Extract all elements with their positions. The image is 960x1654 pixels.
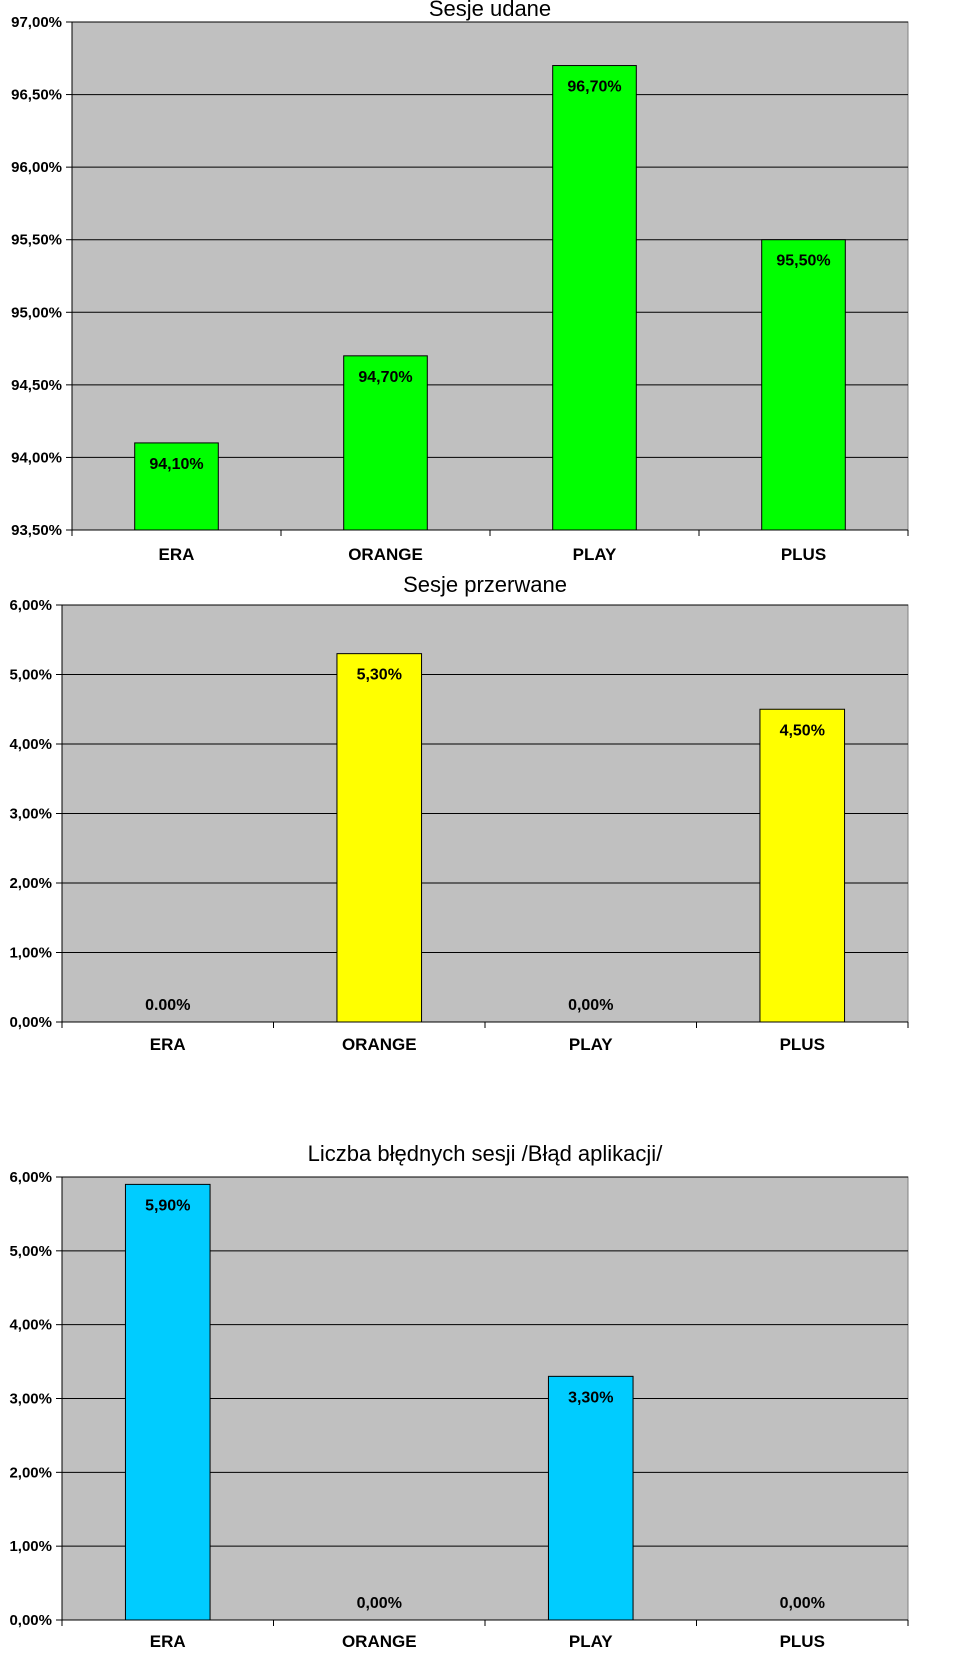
x-tick-label-play: PLAY: [573, 545, 617, 560]
data-label-orange: 0,00%: [357, 1595, 402, 1612]
x-tick-label-orange: ORANGE: [348, 545, 423, 560]
x-tick-label-orange: ORANGE: [342, 1035, 417, 1054]
y-tick-label: 95,50%: [11, 232, 62, 249]
chart-title: Liczba błędnych sesji /Błąd aplikacji/: [308, 1141, 664, 1166]
bar-era: [134, 442, 219, 531]
data-label-orange: 5,30%: [357, 667, 402, 684]
x-tick-label-plus: PLUS: [780, 1632, 825, 1651]
y-tick-label: 6,00%: [9, 1169, 52, 1186]
x-tick-label-era: ERA: [159, 545, 195, 560]
x-tick-label-era: ERA: [150, 1035, 186, 1054]
bar-play: [552, 65, 637, 531]
y-tick-label: 2,00%: [9, 875, 52, 892]
data-label-plus: 0,00%: [780, 1595, 825, 1612]
x-tick-label-play: PLAY: [569, 1035, 613, 1054]
y-tick-label: 4,00%: [9, 736, 52, 753]
y-tick-label: 95,00%: [11, 304, 62, 321]
data-label-play: 3,30%: [568, 1389, 613, 1406]
chart-title: Sesje przerwane: [403, 572, 567, 597]
y-tick-label: 1,00%: [9, 945, 52, 962]
chart-1: 93,50% 94,00% 94,50% 95,00% 95,50% 96,00% 96,5…: [11, 0, 909, 560]
data-label-plus: 95,50%: [776, 253, 830, 270]
y-tick-label: 93,50%: [11, 522, 62, 539]
y-tick-label: 1,00%: [9, 1538, 52, 1555]
y-tick-label: 6,00%: [9, 597, 52, 614]
chart-title: Sesje udane: [429, 0, 551, 21]
y-tick-label: 3,00%: [9, 1391, 52, 1408]
y-tick-label: 3,00%: [9, 806, 52, 823]
data-label-orange: 94,70%: [358, 369, 412, 386]
y-tick-label: 2,00%: [9, 1464, 52, 1481]
y-tick-label: 5,00%: [9, 667, 52, 684]
x-tick-label-era: ERA: [150, 1632, 186, 1651]
bar-era: [124, 1183, 211, 1621]
chart-3: 0,00% 1,00% 2,00% 3,00% 4,00% 5,00% 6,00% Liczb…: [9, 1141, 909, 1651]
bar-play: [547, 1375, 634, 1621]
data-label-plus: 4,50%: [780, 722, 825, 739]
y-tick-label: 5,00%: [9, 1243, 52, 1260]
bar-plus: [761, 239, 846, 531]
data-label-era: 0.00%: [145, 997, 190, 1014]
y-tick-label: 0,00%: [9, 1014, 52, 1031]
x-tick-label-plus: PLUS: [781, 545, 826, 560]
y-tick-label: 94,00%: [11, 449, 62, 466]
chart-2: 0,00% 1,00% 2,00% 3,00% 4,00% 5,00% 6,00% Sesje…: [9, 572, 909, 1054]
data-label-play: 0,00%: [568, 997, 613, 1014]
bar-orange: [343, 355, 428, 531]
y-tick-label: 0,00%: [9, 1612, 52, 1629]
bar-orange: [336, 653, 423, 1023]
data-label-era: 94,10%: [149, 456, 203, 473]
x-tick-label-play: PLAY: [569, 1632, 613, 1651]
y-tick-label: 97,00%: [11, 14, 62, 31]
data-label-era: 5,90%: [145, 1197, 190, 1214]
x-tick-label-plus: PLUS: [780, 1035, 825, 1054]
bar-plus: [759, 708, 846, 1023]
y-tick-label: 96,50%: [11, 87, 62, 104]
data-label-play: 96,70%: [567, 79, 621, 96]
y-tick-label: 94,50%: [11, 377, 62, 394]
y-tick-label: 4,00%: [9, 1317, 52, 1334]
x-tick-label-orange: ORANGE: [342, 1632, 417, 1651]
y-tick-label: 96,00%: [11, 159, 62, 176]
